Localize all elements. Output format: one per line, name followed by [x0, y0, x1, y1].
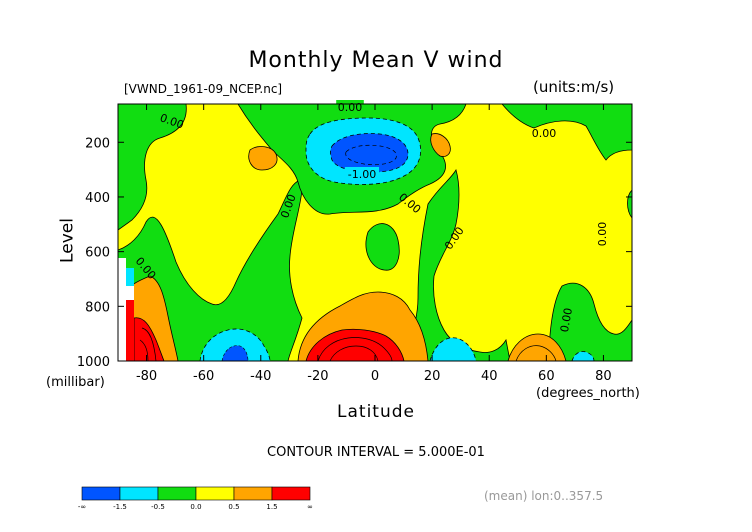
contour-interval-label: CONTOUR INTERVAL = 5.000E-01	[267, 445, 485, 460]
region-negative-north-band	[403, 169, 511, 361]
contour-label-text: -1.00	[348, 168, 376, 181]
contour-label-text: 0.00	[338, 101, 363, 114]
contour-line	[515, 345, 557, 361]
x-tick-label: 40	[481, 369, 498, 384]
inner-contours	[139, 144, 557, 361]
y-tick-label: 400	[85, 191, 110, 206]
region-negative-center-blob	[365, 223, 400, 271]
axes: -80 -60 -40 -20 0 20 40 60 80 200 400 600 800 1000	[77, 104, 632, 384]
y-tick-label: 800	[85, 300, 110, 315]
contour-label: -1.00	[345, 167, 379, 181]
colorbar-label: -1.5	[113, 503, 127, 511]
colorbar-label: 1.5	[266, 503, 277, 511]
contour-label: 0.00	[532, 127, 557, 140]
region-negative-north-upper	[501, 104, 632, 161]
colorbar-segment	[271, 486, 311, 501]
contour-label-bg	[336, 100, 364, 112]
region-negative-moderate-south-pole	[126, 268, 134, 286]
colorbar-segment	[81, 486, 121, 501]
x-tick-label: 0	[371, 369, 379, 384]
colorbar-segment	[157, 486, 197, 501]
x-tick-label: 20	[424, 369, 441, 384]
colorbar-segment	[119, 486, 159, 501]
contour-line	[141, 327, 157, 361]
contour-fill	[118, 104, 632, 361]
x-axis-label: Latitude	[337, 402, 415, 422]
contour-label-text: 0.00	[596, 222, 609, 247]
contour-line	[345, 144, 397, 166]
contour-label-text: 0.00	[532, 127, 557, 140]
units-label: (units:m/s)	[533, 78, 615, 96]
colorbar-label: -0.5	[151, 503, 165, 511]
contour-label-text: 0.00	[558, 307, 575, 333]
colorbar: -∞ -1.5 -0.5 0.0 0.5 1.5 ∞	[78, 486, 313, 511]
x-tick-label: -40	[250, 369, 271, 384]
averaging-note: (mean) lon:0..357.5	[484, 489, 604, 503]
contour-line	[329, 345, 379, 361]
contour-label: 0.00	[336, 100, 364, 114]
colorbar-label: 0.5	[228, 503, 239, 511]
contour-line	[317, 337, 393, 361]
colorbar-segment	[233, 486, 273, 501]
region-negative-moderate-north	[429, 337, 477, 361]
colorbar-label: 0.0	[190, 503, 201, 511]
region-strong-negative-south	[221, 345, 249, 361]
region-strong-negative-upper	[330, 133, 409, 173]
y-tick-label: 200	[85, 136, 110, 151]
colorbar-label: -∞	[78, 503, 86, 511]
x-tick-label: -60	[193, 369, 214, 384]
x-tick-label: 60	[538, 369, 555, 384]
region-positive-upper-left	[248, 146, 278, 171]
contour-label: 0.00	[558, 307, 575, 333]
x-tick-label: -20	[307, 369, 328, 384]
colorbar-label: ∞	[307, 503, 313, 511]
contour-label-bg	[345, 167, 379, 179]
contour-label: 0.00	[596, 222, 609, 247]
x-unit-label: (degrees_north)	[536, 386, 640, 401]
contour-line	[139, 339, 149, 361]
colorbar-segment	[195, 486, 235, 501]
region-negative-south	[118, 104, 187, 231]
chart-title: Monthly Mean V wind	[248, 48, 504, 73]
dataset-label: [VWND_1961-09_NCEP.nc]	[124, 82, 283, 96]
region-undefined-strong	[126, 300, 134, 361]
region-strong-positive-center	[305, 328, 405, 361]
x-tick-label: -80	[136, 369, 157, 384]
y-unit-label: (millibar)	[46, 375, 105, 390]
y-tick-label: 1000	[77, 355, 110, 370]
region-positive-north	[507, 333, 567, 361]
x-tick-label: 80	[595, 369, 612, 384]
region-negative-moderate-south	[199, 328, 271, 361]
y-tick-label: 600	[85, 246, 110, 261]
region-strong-positive-south-pole	[133, 317, 165, 361]
region-positive-upper-right	[430, 133, 451, 157]
region-negative-moderate-north-right	[571, 351, 595, 361]
